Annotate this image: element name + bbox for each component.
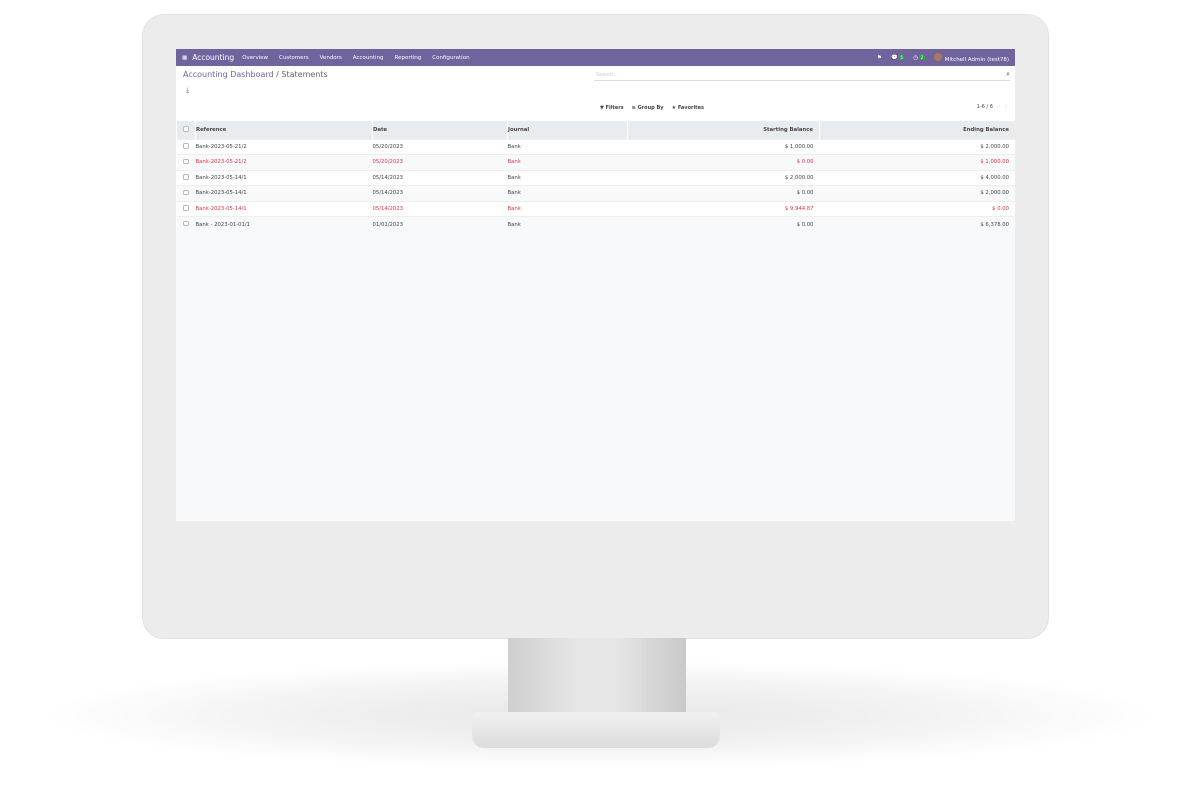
cell-reference: Bank - 2023-01-01/1: [195, 216, 373, 232]
pager-next-icon[interactable]: ›: [1005, 104, 1007, 110]
search-options: ▼ Filters ≋ Group By ★ Favorites: [600, 105, 704, 111]
table-row[interactable]: Bank-2023-05-14/1 05/14/2023 Bank $ 9,94…: [176, 200, 1015, 217]
app-screen: ▦ Accounting Overview Customers Vendors …: [176, 49, 1015, 521]
filters-label: Filters: [605, 105, 624, 111]
menu-vendors[interactable]: Vendors: [319, 54, 342, 61]
table-row[interactable]: Bank-2023-05-21/2 05/20/2023 Bank $ 0.00…: [176, 154, 1015, 170]
search-placeholder: Search...: [596, 72, 618, 78]
cell-ending-balance: $ 2,000.00: [819, 185, 1015, 201]
menu-overview[interactable]: Overview: [242, 54, 268, 61]
search-icon[interactable]: ⌕: [1006, 70, 1010, 78]
table-row[interactable]: Bank - 2023-01-01/1 01/01/2023 Bank $ 0.…: [176, 216, 1015, 232]
cell-date: 05/14/2023: [372, 200, 508, 217]
cell-reference: Bank-2023-05-21/2: [195, 138, 373, 155]
monitor-stand: [508, 638, 686, 720]
table-row[interactable]: Bank-2023-05-14/1 05/14/2023 Bank $ 2,00…: [176, 169, 1015, 186]
favorites-label: Favorites: [677, 105, 704, 111]
breadcrumb: Accounting Dashboard / Statements: [183, 70, 328, 79]
cell-journal: Bank: [507, 154, 628, 170]
menu-accounting[interactable]: Accounting: [352, 54, 384, 61]
avatar: [933, 52, 942, 61]
activities-button[interactable]: ◷ 2: [913, 54, 925, 61]
cell-reference: Bank-2023-05-14/1: [195, 185, 373, 201]
filters-button[interactable]: ▼ Filters: [600, 105, 624, 111]
cell-ending-balance: $ 6,378.00: [819, 216, 1015, 232]
app-name[interactable]: Accounting: [192, 53, 235, 62]
cell-reference: Bank-2023-05-21/2: [195, 154, 373, 170]
user-menu[interactable]: Mitchell Admin (test78): [933, 52, 1009, 63]
table-row[interactable]: Bank-2023-05-21/2 05/20/2023 Bank $ 1,00…: [176, 138, 1015, 155]
row-checkbox[interactable]: [176, 216, 196, 232]
row-checkbox[interactable]: [176, 169, 196, 186]
menu-reporting[interactable]: Reporting: [394, 54, 422, 61]
cell-journal: Bank: [507, 185, 628, 201]
user-name: Mitchell Admin (test78): [944, 56, 1009, 63]
header-journal[interactable]: Journal: [507, 121, 628, 139]
cell-date: 05/14/2023: [372, 169, 508, 186]
select-all-checkbox[interactable]: [176, 121, 196, 139]
cell-starting-balance: $ 1,000.00: [627, 138, 820, 155]
cell-ending-balance: $ 4,000.00: [819, 169, 1015, 186]
cell-starting-balance: $ 0.00: [627, 154, 820, 170]
messages-button[interactable]: 💬 5: [890, 54, 905, 61]
cell-journal: Bank: [507, 169, 628, 186]
row-checkbox[interactable]: [176, 154, 196, 170]
menu-configuration[interactable]: Configuration: [432, 54, 470, 61]
cell-journal: Bank: [507, 216, 628, 232]
table-header: Reference Date Journal Starting Balance …: [176, 121, 1015, 139]
cell-date: 05/20/2023: [372, 154, 508, 170]
header-starting-balance[interactable]: Starting Balance: [627, 121, 820, 139]
header-reference[interactable]: Reference: [195, 121, 373, 139]
cell-reference: Bank-2023-05-14/1: [195, 200, 373, 217]
cell-ending-balance: $ 0.00: [819, 200, 1015, 217]
cell-ending-balance: $ 2,000.00: [819, 138, 1015, 155]
messages-badge: 5: [898, 54, 905, 60]
clock-icon: ◷: [913, 54, 919, 61]
cell-reference: Bank-2023-05-14/1: [195, 169, 373, 186]
pager-prev-icon[interactable]: ‹: [998, 104, 1000, 110]
cell-starting-balance: $ 0.00: [627, 216, 820, 232]
cell-starting-balance: $ 0.00: [627, 185, 820, 201]
monitor-base: [472, 712, 720, 748]
header-ending-balance[interactable]: Ending Balance: [819, 121, 1015, 139]
group-by-label: Group By: [637, 105, 664, 111]
download-icon[interactable]: ⤓: [186, 86, 190, 94]
app-grid-icon[interactable]: ▦: [182, 54, 188, 61]
header-date[interactable]: Date: [372, 121, 508, 139]
search-input[interactable]: Search... ⌕: [594, 69, 1010, 81]
table-row[interactable]: Bank-2023-05-14/1 05/14/2023 Bank $ 0.00…: [176, 185, 1015, 201]
cell-date: 05/20/2023: [372, 138, 508, 155]
cell-journal: Bank: [507, 200, 628, 217]
activities-badge: 2: [919, 54, 925, 60]
breadcrumb-current: Statements: [281, 70, 328, 79]
cell-ending-balance: $ 1,000.00: [819, 154, 1015, 170]
row-checkbox[interactable]: [176, 185, 196, 201]
cell-date: 01/01/2023: [372, 216, 508, 232]
pager-value[interactable]: 1-6 / 6: [976, 104, 993, 110]
debug-bug-icon[interactable]: ⚑: [877, 54, 882, 61]
cell-journal: Bank: [507, 138, 628, 155]
favorites-button[interactable]: ★ Favorites: [671, 105, 704, 111]
control-panel: Accounting Dashboard / Statements Search…: [176, 66, 1015, 121]
pager: 1-6 / 6 ‹ ›: [977, 104, 1007, 110]
top-navbar: ▦ Accounting Overview Customers Vendors …: [176, 49, 1015, 66]
menu-customers[interactable]: Customers: [279, 54, 309, 61]
breadcrumb-parent[interactable]: Accounting Dashboard: [183, 70, 274, 79]
row-checkbox[interactable]: [176, 138, 196, 155]
statements-table: Reference Date Journal Starting Balance …: [176, 121, 1015, 232]
cell-starting-balance: $ 9,944.87: [627, 200, 820, 217]
row-checkbox[interactable]: [176, 200, 196, 217]
cell-starting-balance: $ 2,000.00: [627, 169, 820, 186]
cell-date: 05/14/2023: [372, 185, 508, 201]
group-by-button[interactable]: ≋ Group By: [631, 105, 664, 111]
chat-icon: 💬: [890, 54, 898, 61]
breadcrumb-separator: /: [273, 70, 282, 79]
